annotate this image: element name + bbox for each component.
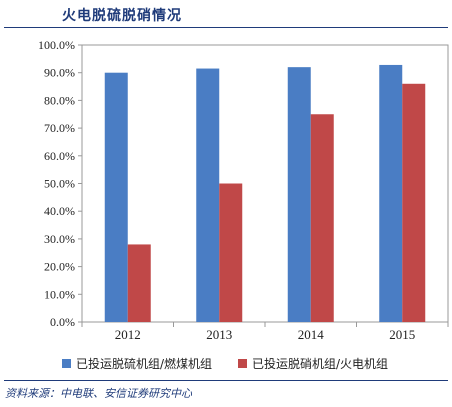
title-divider xyxy=(4,27,448,28)
source-note: 资料来源：中电联、安信证券研究中心 xyxy=(5,387,192,400)
x-axis: 2012 2013 2014 2015 xyxy=(81,322,449,342)
y-tick-label: 100.0% xyxy=(38,38,75,52)
y-tick-label: 50.0% xyxy=(44,177,75,191)
y-tick-label: 60.0% xyxy=(44,149,75,163)
y-tick-label: 10.0% xyxy=(44,287,75,301)
y-tick-label: 0.0% xyxy=(50,315,75,329)
legend: 已投运脱硫机组/燃煤机组 已投运脱硝机组/火电机组 xyxy=(0,355,452,373)
legend-swatch-desulfurization xyxy=(62,359,71,368)
y-tick-label: 40.0% xyxy=(44,204,75,218)
legend-label-desulfurization: 已投运脱硫机组/燃煤机组 xyxy=(76,357,213,371)
bar-desulfurization-2012 xyxy=(104,72,128,322)
y-tick-label: 90.0% xyxy=(44,66,75,80)
x-tick-label: 2012 xyxy=(115,327,141,342)
y-tick-label: 70.0% xyxy=(44,121,75,135)
x-tick-label: 2014 xyxy=(298,327,325,342)
x-tick-label: 2013 xyxy=(206,327,232,342)
y-axis: 0.0% 10.0% 20.0% 30.0% 40.0% 50.0% 60.0% 70.0% 8… xyxy=(38,38,82,329)
bar-desulfurization-2015 xyxy=(379,64,403,322)
bar-denitrification-2015 xyxy=(402,83,426,322)
y-tick-label: 80.0% xyxy=(44,93,75,107)
title-bar: 火电脱硫脱硝情况 xyxy=(0,0,452,32)
bar-desulfurization-2014 xyxy=(287,67,311,322)
bar-denitrification-2013 xyxy=(219,183,243,322)
legend-item-desulfurization: 已投运脱硫机组/燃煤机组 xyxy=(62,355,212,372)
page-title: 火电脱硫脱硝情况 xyxy=(62,8,182,24)
legend-label-denitrification: 已投运脱硝机组/火电机组 xyxy=(252,357,389,371)
bars-group xyxy=(104,64,426,322)
bar-denitrification-2012 xyxy=(127,244,151,322)
legend-item-denitrification: 已投运脱硝机组/火电机组 xyxy=(238,355,388,372)
bar-denitrification-2014 xyxy=(310,114,334,322)
y-tick-label: 20.0% xyxy=(44,260,75,274)
source-divider xyxy=(4,380,448,381)
x-tick-label: 2015 xyxy=(389,327,415,342)
legend-swatch-denitrification xyxy=(238,359,247,368)
bar-desulfurization-2013 xyxy=(196,68,220,322)
y-tick-label: 30.0% xyxy=(44,232,75,246)
